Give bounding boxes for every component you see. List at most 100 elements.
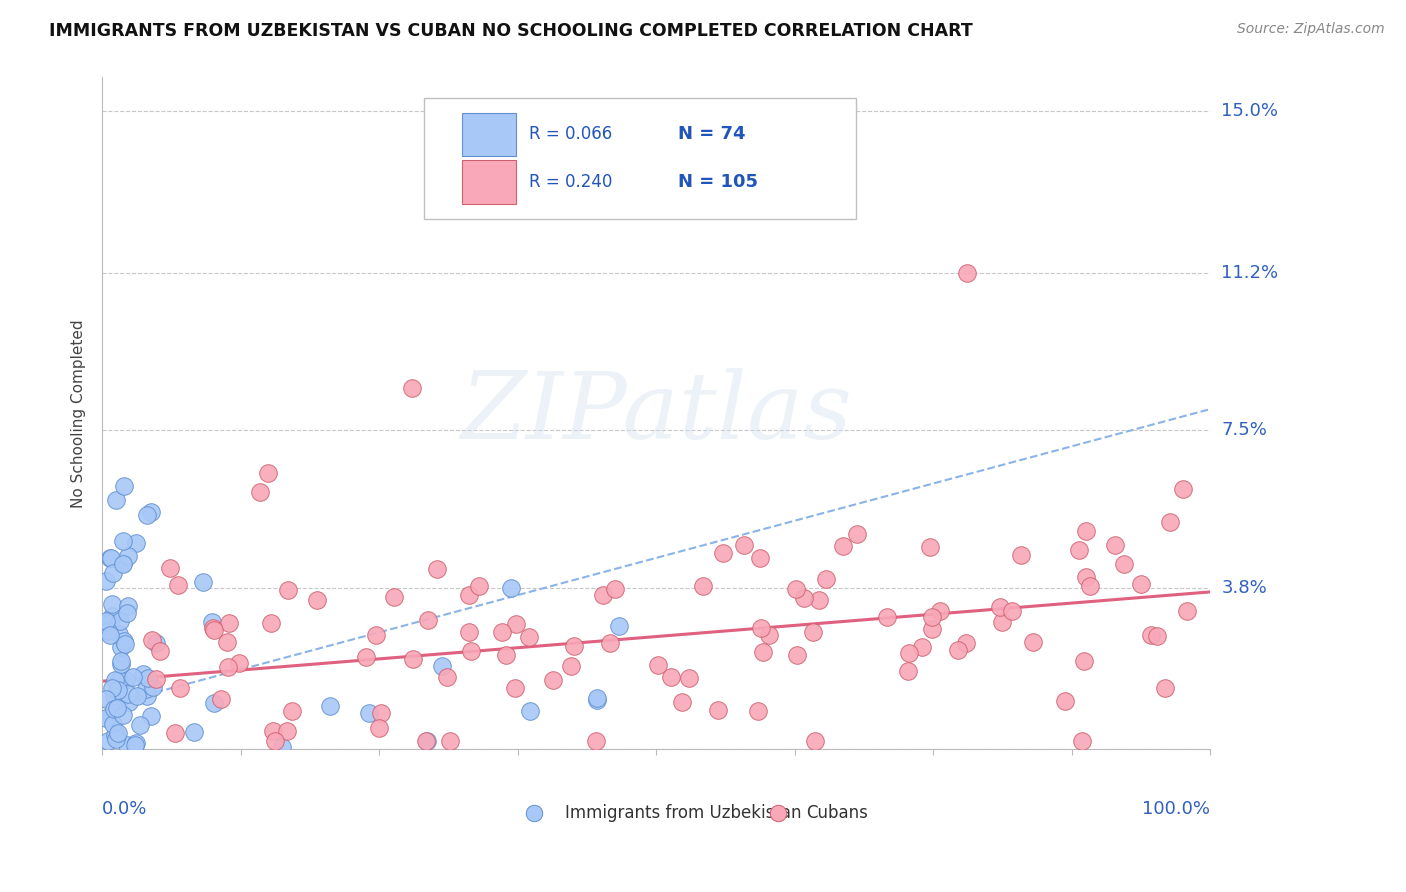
Point <box>141 632 163 647</box>
FancyBboxPatch shape <box>463 112 516 156</box>
Text: N = 74: N = 74 <box>679 126 747 144</box>
Point <box>118 695 141 709</box>
Point <box>955 266 977 280</box>
Text: 15.0%: 15.0% <box>1222 103 1278 120</box>
Point <box>543 673 565 688</box>
Point <box>1022 635 1045 649</box>
Point <box>416 614 439 628</box>
Point <box>711 546 734 560</box>
Point <box>104 492 127 507</box>
Point <box>460 644 482 658</box>
Point <box>141 505 163 519</box>
Point <box>111 557 134 571</box>
Point <box>107 726 129 740</box>
Point <box>105 700 128 714</box>
Point <box>585 733 607 747</box>
Point <box>202 623 225 637</box>
Point <box>1173 482 1195 496</box>
Point <box>100 550 122 565</box>
Point <box>1001 604 1024 618</box>
Point <box>202 696 225 710</box>
Point <box>911 640 934 655</box>
Point <box>218 616 240 631</box>
Point <box>139 709 162 723</box>
Point <box>96 711 118 725</box>
Point <box>991 615 1014 629</box>
Point <box>1129 577 1152 591</box>
Point <box>1104 538 1126 552</box>
Point <box>560 658 582 673</box>
Point <box>110 657 132 672</box>
Point <box>97 733 120 747</box>
Point <box>97 624 120 638</box>
Point <box>104 727 127 741</box>
Point <box>815 572 838 586</box>
Point <box>1078 579 1101 593</box>
Point <box>402 652 425 666</box>
Point <box>786 648 808 663</box>
Point <box>671 695 693 709</box>
Point <box>101 597 124 611</box>
Point <box>607 619 630 633</box>
Point <box>159 561 181 575</box>
Point <box>436 670 458 684</box>
Text: 7.5%: 7.5% <box>1222 421 1267 440</box>
Point <box>749 550 772 565</box>
Point <box>107 682 129 697</box>
Point <box>264 733 287 747</box>
Point <box>416 734 439 748</box>
Point <box>201 615 224 629</box>
Point <box>439 733 461 747</box>
Point <box>112 708 135 723</box>
Point <box>96 691 118 706</box>
Point <box>104 731 127 746</box>
Point <box>605 582 627 596</box>
FancyBboxPatch shape <box>423 97 856 219</box>
Point <box>988 599 1011 614</box>
Text: ZIPatlas: ZIPatlas <box>460 368 852 458</box>
Point <box>585 691 607 706</box>
Point <box>101 566 124 581</box>
Point <box>115 739 138 753</box>
Point <box>270 739 292 754</box>
Point <box>1067 542 1090 557</box>
Point <box>1154 681 1177 696</box>
Point <box>946 643 969 657</box>
Point <box>167 577 190 591</box>
Point <box>104 673 127 688</box>
Point <box>599 636 621 650</box>
Point <box>260 615 283 630</box>
Point <box>921 610 943 624</box>
Point <box>1146 629 1168 643</box>
Point <box>307 592 329 607</box>
Text: 3.8%: 3.8% <box>1222 579 1267 597</box>
Point <box>733 539 755 553</box>
Point <box>103 702 125 716</box>
Point <box>426 562 449 576</box>
Point <box>98 615 121 630</box>
Point <box>564 640 586 654</box>
Point <box>1071 733 1094 747</box>
Text: N = 105: N = 105 <box>679 173 758 191</box>
Point <box>918 541 941 555</box>
Point <box>100 709 122 723</box>
Point <box>112 478 135 492</box>
Point <box>876 610 898 624</box>
Point <box>110 654 132 668</box>
Point <box>468 578 491 592</box>
Point <box>921 622 943 636</box>
Point <box>115 606 138 620</box>
Text: Immigrants from Uzbekistan: Immigrants from Uzbekistan <box>565 804 801 822</box>
Point <box>108 694 131 708</box>
Point <box>124 738 146 752</box>
Text: R = 0.240: R = 0.240 <box>529 173 612 191</box>
Point <box>117 599 139 614</box>
Text: Source: ZipAtlas.com: Source: ZipAtlas.com <box>1237 22 1385 37</box>
Point <box>103 689 125 703</box>
Point <box>191 574 214 589</box>
Point <box>758 627 780 641</box>
Text: IMMIGRANTS FROM UZBEKISTAN VS CUBAN NO SCHOOLING COMPLETED CORRELATION CHART: IMMIGRANTS FROM UZBEKISTAN VS CUBAN NO S… <box>49 22 973 40</box>
Point <box>183 725 205 739</box>
Point <box>135 508 157 523</box>
Point <box>217 660 239 674</box>
